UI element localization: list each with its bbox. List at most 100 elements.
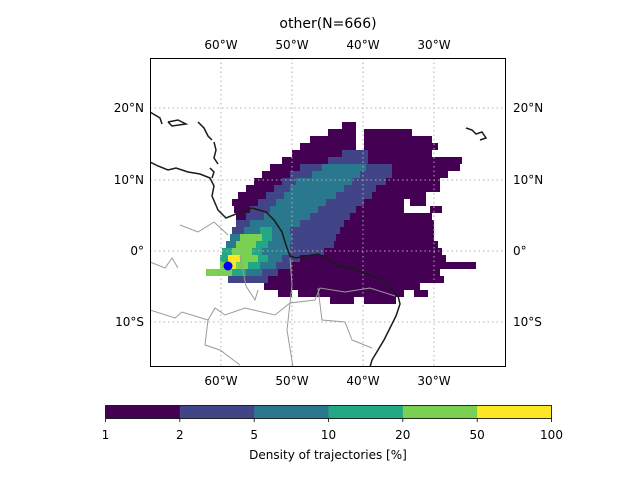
colorbar-ticks bbox=[105, 418, 552, 422]
density-cell bbox=[300, 255, 446, 262]
density-cell bbox=[250, 220, 264, 227]
country-borders bbox=[150, 221, 396, 367]
density-cell bbox=[264, 220, 300, 227]
density-cell bbox=[272, 234, 292, 241]
density-cell bbox=[364, 297, 396, 304]
colorbar-tick-label: 2 bbox=[176, 428, 184, 442]
lat-tick-label: 10°N bbox=[513, 173, 543, 187]
density-cell bbox=[300, 143, 356, 150]
density-cell bbox=[234, 206, 250, 213]
colorbar-segment bbox=[328, 405, 404, 419]
density-cell bbox=[364, 129, 412, 136]
density-cell bbox=[282, 157, 328, 164]
density-cell bbox=[278, 269, 440, 276]
density-cell bbox=[290, 248, 324, 255]
density-cell bbox=[344, 220, 434, 227]
density-cell bbox=[336, 192, 372, 199]
density-cell bbox=[298, 290, 404, 297]
density-cell bbox=[292, 262, 476, 269]
density-cell bbox=[244, 227, 260, 234]
density-cell bbox=[232, 269, 246, 276]
lat-tick-label: 20°N bbox=[114, 101, 144, 115]
density-cell bbox=[238, 192, 266, 199]
density-cell bbox=[310, 136, 356, 143]
density-cell bbox=[248, 262, 260, 269]
density-heatmap bbox=[206, 122, 476, 304]
density-cell bbox=[386, 178, 440, 185]
lon-tick-label: 50°W bbox=[275, 38, 308, 52]
colorbar-tick-label: 100 bbox=[540, 428, 563, 442]
density-cell bbox=[392, 164, 460, 171]
density-cell bbox=[276, 262, 292, 269]
density-cell bbox=[264, 213, 310, 220]
density-cell bbox=[364, 143, 438, 150]
density-cell bbox=[220, 255, 228, 262]
density-cell bbox=[270, 164, 300, 171]
origin-marker bbox=[223, 261, 233, 271]
density-cell bbox=[328, 129, 356, 136]
density-cell bbox=[312, 171, 360, 178]
density-cell bbox=[328, 157, 350, 164]
density-cell bbox=[262, 269, 278, 276]
colorbar-segment bbox=[477, 405, 552, 419]
density-cell bbox=[356, 206, 404, 213]
density-cell bbox=[392, 157, 462, 164]
density-cell bbox=[226, 241, 236, 248]
colorbar-segments bbox=[105, 405, 552, 419]
density-cell bbox=[206, 269, 232, 276]
lon-tick-label: 50°W bbox=[275, 374, 308, 388]
lat-tick-label: 20°N bbox=[513, 101, 543, 115]
density-cell bbox=[232, 199, 258, 206]
density-cell bbox=[262, 234, 272, 241]
density-cell bbox=[278, 290, 292, 297]
colorbar-tick-label: 1 bbox=[102, 428, 110, 442]
density-cell bbox=[342, 122, 356, 129]
density-cell bbox=[260, 227, 272, 234]
density-cell bbox=[336, 234, 434, 241]
density-cell bbox=[232, 227, 244, 234]
lat-tick-label: 10°S bbox=[513, 315, 542, 329]
colorbar-tick-label: 5 bbox=[250, 428, 258, 442]
density-cell bbox=[368, 157, 392, 164]
map-area bbox=[150, 58, 506, 367]
density-cell bbox=[392, 171, 448, 178]
density-cell bbox=[230, 234, 240, 241]
colorbar-segment bbox=[402, 405, 478, 419]
colorbar-tick-label: 50 bbox=[470, 428, 485, 442]
density-cell bbox=[282, 255, 300, 262]
density-cell bbox=[300, 220, 344, 227]
left-lat-labels: 20°N 10°N 0° 10°S bbox=[114, 101, 144, 329]
density-cell bbox=[334, 241, 438, 248]
density-cell bbox=[254, 178, 282, 185]
colorbar-label: Density of trajectories [%] bbox=[249, 448, 407, 462]
density-cell bbox=[364, 136, 432, 143]
density-cell bbox=[232, 248, 252, 255]
density-cell bbox=[258, 255, 268, 262]
density-cell bbox=[414, 290, 428, 297]
density-cell bbox=[292, 234, 336, 241]
colorbar-segment bbox=[179, 405, 255, 419]
density-cell bbox=[430, 206, 442, 213]
density-cell bbox=[342, 150, 368, 157]
lon-tick-label: 40°W bbox=[346, 38, 379, 52]
density-cell bbox=[322, 164, 366, 171]
colorbar-tick-label: 10 bbox=[321, 428, 336, 442]
colorbar-segment bbox=[254, 405, 329, 419]
density-cell bbox=[240, 255, 258, 262]
density-cell bbox=[296, 178, 352, 185]
density-cell bbox=[246, 185, 274, 192]
map-gridlines bbox=[150, 58, 506, 367]
density-cell bbox=[282, 178, 296, 185]
lon-tick-label: 60°W bbox=[204, 38, 237, 52]
density-cell bbox=[236, 213, 246, 220]
density-cell bbox=[366, 164, 392, 171]
density-cell bbox=[240, 234, 262, 241]
coastlines bbox=[150, 111, 488, 367]
density-cell bbox=[268, 255, 282, 262]
density-cell bbox=[246, 269, 262, 276]
density-cell bbox=[254, 276, 268, 283]
density-cell bbox=[256, 241, 268, 248]
colorbar-tick-label: 20 bbox=[395, 428, 410, 442]
density-cell bbox=[290, 241, 334, 248]
density-cell bbox=[276, 199, 326, 206]
